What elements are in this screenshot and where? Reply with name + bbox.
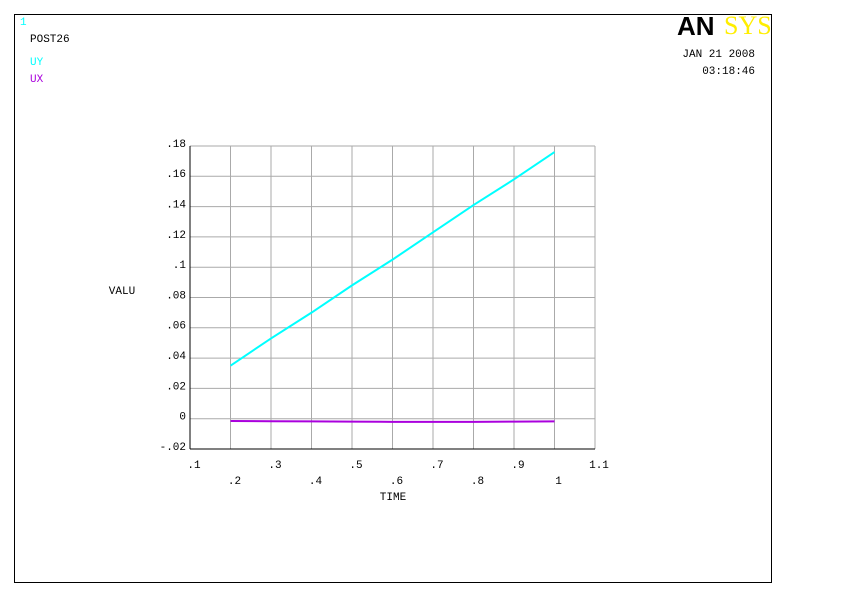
x-tick-label: .2 bbox=[228, 476, 241, 488]
y-tick-label: -.02 bbox=[160, 442, 186, 454]
legend-entry: UY bbox=[30, 57, 44, 69]
logo-right: SYS bbox=[724, 11, 772, 40]
x-axis-label: TIME bbox=[380, 492, 407, 504]
y-tick-label: .16 bbox=[166, 169, 186, 181]
series-line bbox=[229, 151, 556, 367]
window-number: 1 bbox=[20, 17, 27, 29]
series-line bbox=[230, 419, 555, 423]
y-tick-label: .14 bbox=[166, 200, 186, 212]
logo-left: AN bbox=[677, 11, 715, 41]
y-tick-label: .12 bbox=[166, 230, 186, 242]
x-tick-label: .7 bbox=[430, 460, 443, 472]
y-tick-label: .18 bbox=[166, 139, 186, 151]
date: JAN 21 2008 bbox=[682, 49, 755, 61]
x-tick-label: .8 bbox=[471, 476, 484, 488]
y-tick-label: .04 bbox=[166, 351, 186, 363]
x-tick-label: .6 bbox=[390, 476, 403, 488]
chart-title: POST26 bbox=[30, 34, 70, 46]
y-tick-label: .06 bbox=[166, 321, 186, 333]
y-tick-label: 0 bbox=[179, 412, 186, 424]
x-tick-label: 1.1 bbox=[589, 460, 609, 472]
y-tick-label: .1 bbox=[173, 260, 187, 272]
y-tick-label: .08 bbox=[166, 290, 186, 302]
x-tick-label: .9 bbox=[511, 460, 524, 472]
time: 03:18:46 bbox=[702, 66, 755, 78]
x-tick-label: 1 bbox=[555, 476, 562, 488]
x-tick-label: .3 bbox=[268, 460, 281, 472]
x-tick-label: .5 bbox=[349, 460, 362, 472]
y-tick-label: .02 bbox=[166, 381, 186, 393]
x-tick-label: .1 bbox=[187, 460, 201, 472]
x-tick-label: .4 bbox=[309, 476, 323, 488]
legend-entry: UX bbox=[30, 74, 44, 86]
frame bbox=[14, 14, 772, 583]
y-axis-label: VALU bbox=[109, 286, 135, 298]
